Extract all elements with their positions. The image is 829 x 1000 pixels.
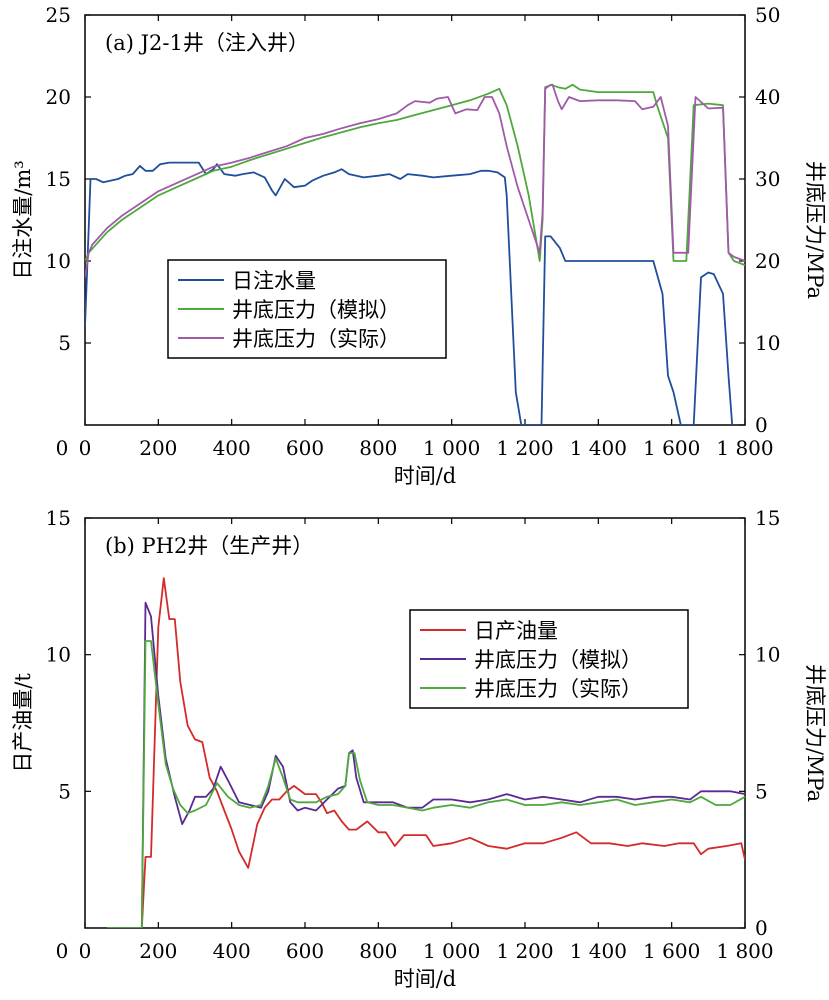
y-right-tick-label: 0 — [755, 916, 768, 940]
y-left-tick-label: 5 — [58, 331, 71, 355]
x-tick-label: 800 — [359, 939, 397, 963]
series-line-0 — [85, 161, 734, 425]
x-tick-label: 600 — [286, 939, 324, 963]
x-tick-label: 1 000 — [423, 939, 480, 963]
y-left-tick-label: 10 — [46, 643, 71, 667]
y-right-tick-label: 15 — [755, 506, 780, 530]
y-left-tick-label: 20 — [46, 85, 71, 109]
legend-label-2: 井底压力（实际） — [474, 677, 642, 701]
x-tick-label: 1 200 — [496, 939, 553, 963]
panel-b: 0 200 400 600 800 1 000 1 200 1 400 1 600 1 800 5 1… — [11, 506, 827, 991]
plot-frame — [84, 14, 746, 426]
series-line-2 — [85, 83, 745, 278]
y-right-tick-label: 10 — [755, 643, 780, 667]
panel-title: (b) PH2井（生产井） — [105, 534, 313, 558]
x-tick-label: 800 — [359, 436, 397, 460]
legend-label-0: 日产油量 — [474, 619, 558, 643]
x-axis-label: 时间/d — [394, 464, 457, 488]
x-tick-label: 600 — [286, 436, 324, 460]
x-tick-label: 1 000 — [423, 436, 480, 460]
y-right-axis-label: 井底压力/MPa — [803, 664, 827, 802]
x-tick-label: 400 — [213, 436, 251, 460]
x-tick-label: 0 — [79, 436, 92, 460]
x-tick-label: 1 200 — [496, 436, 553, 460]
y-right-tick-label: 20 — [755, 249, 780, 273]
y-right-axis-label: 井底压力/MPa — [803, 161, 827, 299]
y-right-tick-label: 40 — [755, 85, 780, 109]
y-left-tick-label: 10 — [46, 249, 71, 273]
x-tick-label: 1 600 — [643, 939, 700, 963]
y-right-tick-label: 0 — [755, 413, 768, 437]
y-left-tick-label: 5 — [58, 779, 71, 803]
series-line-0 — [107, 577, 745, 928]
x-tick-label: 200 — [139, 939, 177, 963]
panel-a: 0 200 400 600 800 1 000 1 200 1 400 1 600 1 80051… — [11, 3, 827, 488]
y-right-tick-label: 10 — [755, 331, 780, 355]
series-line-2 — [107, 640, 745, 928]
y-left-tick-label: 15 — [46, 167, 71, 191]
x-tick-label: 200 — [139, 436, 177, 460]
y-right-tick-label: 30 — [755, 167, 780, 191]
x-axis-label: 时间/d — [394, 967, 457, 991]
x-origin-label: 0 — [56, 939, 69, 963]
y-left-axis-label: 日产油量/t — [11, 673, 35, 773]
panel-title: (a) J2-1井（注入井） — [105, 31, 309, 55]
legend-label-0: 日注水量 — [232, 269, 316, 293]
y-left-tick-label: 15 — [46, 506, 71, 530]
x-tick-label: 1 800 — [716, 436, 773, 460]
plot-frame — [84, 517, 746, 929]
x-tick-label: 0 — [79, 939, 92, 963]
y-left-axis-label: 日注水量/m³ — [11, 160, 35, 279]
x-tick-label: 400 — [213, 939, 251, 963]
x-tick-label: 1 600 — [643, 436, 700, 460]
y-right-tick-label: 5 — [755, 779, 768, 803]
x-tick-label: 1 800 — [716, 939, 773, 963]
x-origin-label: 0 — [56, 436, 69, 460]
y-left-tick-label: 25 — [46, 3, 71, 27]
y-right-tick-label: 50 — [755, 3, 780, 27]
x-tick-label: 1 400 — [570, 939, 627, 963]
x-tick-label: 1 400 — [570, 436, 627, 460]
legend-label-2: 井底压力（实际） — [232, 327, 400, 351]
legend-label-1: 井底压力（模拟） — [474, 648, 642, 672]
legend-label-1: 井底压力（模拟） — [232, 298, 400, 322]
